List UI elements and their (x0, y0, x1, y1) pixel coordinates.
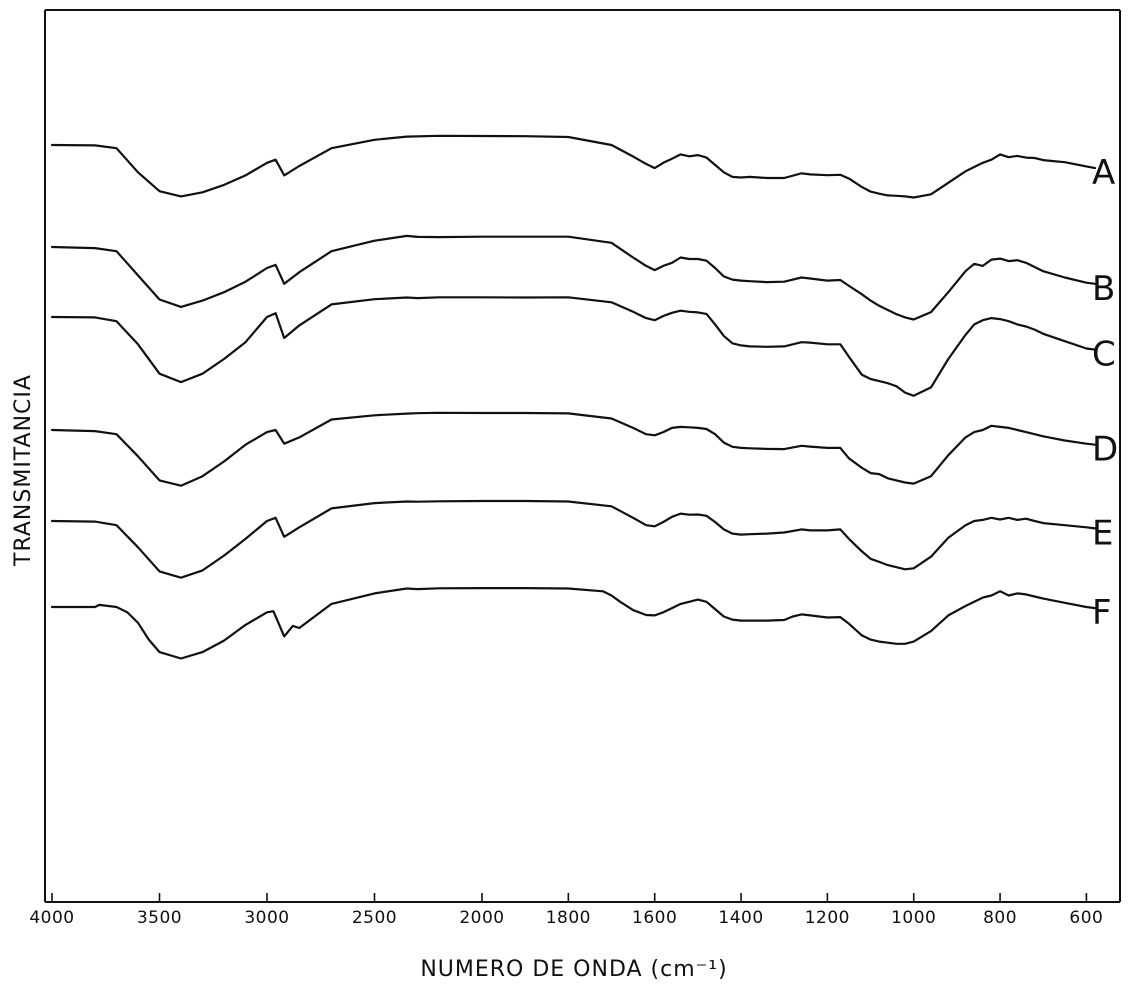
series-label-d: D (1092, 430, 1118, 470)
x-tick-label: 1400 (718, 908, 763, 928)
series-lines (50, 134, 1097, 660)
x-tick-label: 1200 (805, 908, 850, 928)
y-axis-title: TRANSMITANCIA (11, 374, 36, 567)
x-tick-label: 3000 (244, 908, 289, 928)
series-line-f (50, 587, 1097, 660)
series-label-f: F (1092, 593, 1112, 633)
series-label-e: E (1092, 513, 1113, 553)
x-tick-label: 1000 (891, 908, 936, 928)
x-axis-ticks: 4000 3500 3000 2500 2000 1800 1600 1400 1200 1000… (29, 893, 1103, 928)
x-tick-label: 800 (983, 908, 1017, 928)
series-labels: A BC D EF (1092, 153, 1118, 633)
x-tick-label: 1800 (546, 908, 591, 928)
x-tick-label: 600 (1069, 908, 1103, 928)
series-line-e (50, 499, 1097, 579)
series-line-d (50, 411, 1097, 487)
series-label-b: B (1092, 269, 1115, 309)
x-tick-label: 2500 (352, 908, 397, 928)
series-label-a: A (1092, 153, 1115, 193)
plot-frame (44, 9, 1121, 903)
x-tick-label: 4000 (29, 908, 74, 928)
series-line-a (50, 134, 1097, 199)
series-line-b (50, 234, 1097, 321)
series-label-c: C (1092, 335, 1116, 375)
x-tick-label: 3500 (137, 908, 182, 928)
x-tick-label: 2000 (459, 908, 504, 928)
series-line-c (50, 296, 1097, 397)
x-axis-title: NUMERO DE ONDA (cm⁻¹) (420, 957, 727, 982)
x-tick-label: 1600 (632, 908, 677, 928)
